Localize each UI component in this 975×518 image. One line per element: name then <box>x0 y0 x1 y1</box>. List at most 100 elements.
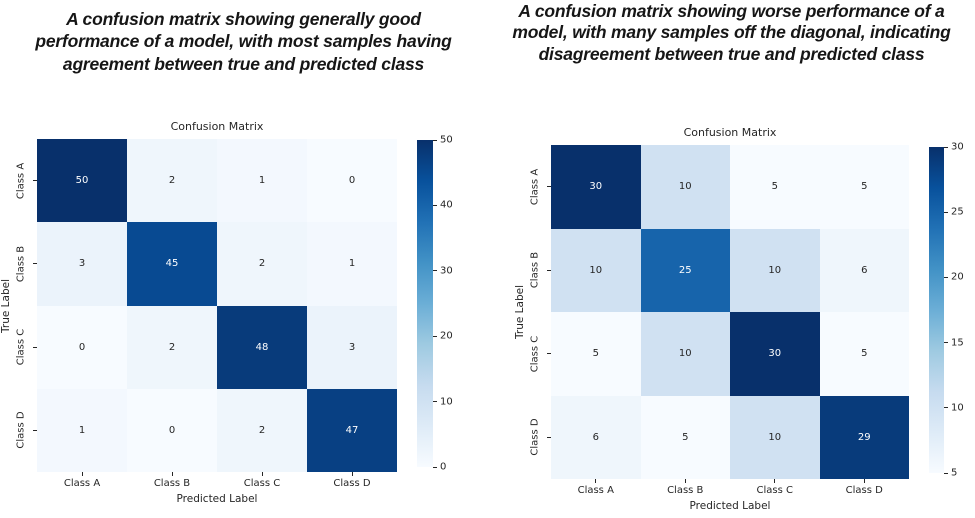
y-axis-tick <box>547 186 551 188</box>
colorbar-tick-label: 15 <box>951 337 964 349</box>
x-tick-label: Class C <box>243 478 281 489</box>
colorbar-tick <box>433 335 437 337</box>
y-axis-tick <box>33 180 37 182</box>
heatmap-grid: 50 2 1 0 3 45 2 1 0 2 48 3 1 0 2 47 <box>37 139 397 472</box>
y-tick-label: Class A <box>529 168 541 205</box>
y-axis-tick <box>33 346 37 348</box>
heatmap-cell: 1 <box>217 139 307 223</box>
colorbar-tick-label: 10 <box>440 396 453 408</box>
x-axis-tick <box>595 479 597 483</box>
y-axis-tick <box>33 429 37 431</box>
x-axis-tick <box>684 479 686 483</box>
colorbar-tick <box>433 204 437 206</box>
x-tick-label: Class B <box>153 478 191 489</box>
heatmap-cell: 10 <box>551 228 641 312</box>
heatmap-cell: 6 <box>551 395 641 479</box>
y-tick-label: Class B <box>15 245 27 283</box>
heatmap-cell: 3 <box>37 222 127 306</box>
heatmap-grid: 30 10 5 5 10 25 10 6 5 10 30 5 6 5 10 29 <box>551 145 909 479</box>
x-axis-tick <box>261 472 263 476</box>
heatmap-cell: 2 <box>127 139 217 223</box>
x-axis-label: Predicted Label <box>176 493 258 505</box>
colorbar-tick <box>944 276 948 278</box>
colorbar-tick-label: 30 <box>440 265 453 277</box>
y-axis-label: True Label <box>514 285 526 339</box>
colorbar-tick-label: 40 <box>440 199 453 211</box>
x-tick-label: Class A <box>577 485 614 496</box>
x-axis-tick <box>863 479 865 483</box>
heatmap-cell: 30 <box>551 145 641 229</box>
heatmap-cell: 30 <box>730 312 820 396</box>
y-axis-tick <box>547 269 551 271</box>
x-axis-tick <box>351 472 353 476</box>
colorbar <box>929 147 944 473</box>
colorbar-tick-label: 30 <box>951 141 964 153</box>
colorbar-tick <box>944 342 948 344</box>
y-axis-tick <box>547 353 551 355</box>
heatmap-cell: 47 <box>307 388 397 472</box>
heatmap-cell: 29 <box>819 395 909 479</box>
panel-caption: A confusion matrix showing generally goo… <box>35 9 452 74</box>
x-axis-tick <box>81 472 83 476</box>
colorbar-tick <box>944 211 948 213</box>
panel-caption: A confusion matrix showing worse perform… <box>512 1 951 64</box>
colorbar-tick-label: 50 <box>440 134 453 146</box>
colorbar-tick-label: 10 <box>951 402 964 414</box>
y-axis-tick <box>547 436 551 438</box>
chart-title: Confusion Matrix <box>683 126 777 139</box>
colorbar-tick-label: 20 <box>951 271 964 283</box>
x-axis-tick <box>774 479 776 483</box>
heatmap-cell: 1 <box>37 388 127 472</box>
heatmap-cell: 5 <box>730 145 820 229</box>
heatmap-cell: 5 <box>819 145 909 229</box>
heatmap-cell: 2 <box>217 388 307 472</box>
x-tick-label: Class C <box>756 485 793 496</box>
colorbar-tick <box>433 466 437 468</box>
x-tick-label: Class D <box>333 478 371 489</box>
panel-good-performance: A confusion matrix showing generally goo… <box>0 0 487 518</box>
colorbar-tick <box>944 472 948 474</box>
colorbar-tick-label: 25 <box>951 206 964 218</box>
y-tick-label: Class C <box>15 328 27 366</box>
heatmap-cell: 5 <box>640 395 730 479</box>
heatmap-cell: 5 <box>819 312 909 396</box>
heatmap-cell: 6 <box>819 228 909 312</box>
y-tick-label: Class B <box>529 252 541 289</box>
colorbar <box>417 140 433 467</box>
x-axis-label: Predicted Label <box>689 500 771 512</box>
heatmap-cell: 3 <box>307 305 397 389</box>
x-tick-label: Class A <box>63 478 101 489</box>
colorbar-tick-label: 20 <box>440 330 453 342</box>
colorbar-tick <box>944 146 948 148</box>
heatmap-cell: 50 <box>37 139 127 223</box>
colorbar-tick <box>944 407 948 409</box>
heatmap-cell: 0 <box>307 139 397 223</box>
panel-worse-performance: A confusion matrix showing worse perform… <box>488 0 975 518</box>
heatmap-cell: 0 <box>37 305 127 389</box>
heatmap-cell: 25 <box>640 228 730 312</box>
heatmap-cell: 10 <box>640 312 730 396</box>
chart-title: Confusion Matrix <box>170 120 264 133</box>
confusion-matrix-plot-worse: Confusion Matrix 30 10 5 5 10 25 10 6 5 10 30 5 6 5 10 2… <box>488 0 975 518</box>
y-axis-tick <box>33 263 37 265</box>
y-tick-label: Class D <box>529 418 541 456</box>
heatmap-cell: 2 <box>217 222 307 306</box>
heatmap-cell: 1 <box>307 222 397 306</box>
heatmap-cell: 45 <box>127 222 217 306</box>
x-tick-label: Class D <box>845 485 883 496</box>
heatmap-cell: 5 <box>551 312 641 396</box>
y-axis-label: True Label <box>0 278 12 333</box>
colorbar-tick <box>433 270 437 272</box>
y-tick-label: Class D <box>15 411 27 449</box>
heatmap-cell: 48 <box>217 305 307 389</box>
heatmap-cell: 2 <box>127 305 217 389</box>
colorbar-tick <box>433 401 437 403</box>
colorbar-tick-label: 5 <box>951 467 958 479</box>
heatmap-cell: 0 <box>127 388 217 472</box>
confusion-matrix-plot-good: Confusion Matrix 50 2 1 0 3 45 2 1 0 2 48 3 1 0 2 47 Clas… <box>0 0 487 518</box>
x-tick-label: Class B <box>667 485 704 496</box>
y-tick-label: Class A <box>15 162 27 199</box>
heatmap-cell: 10 <box>730 395 820 479</box>
y-tick-label: Class C <box>529 335 541 372</box>
